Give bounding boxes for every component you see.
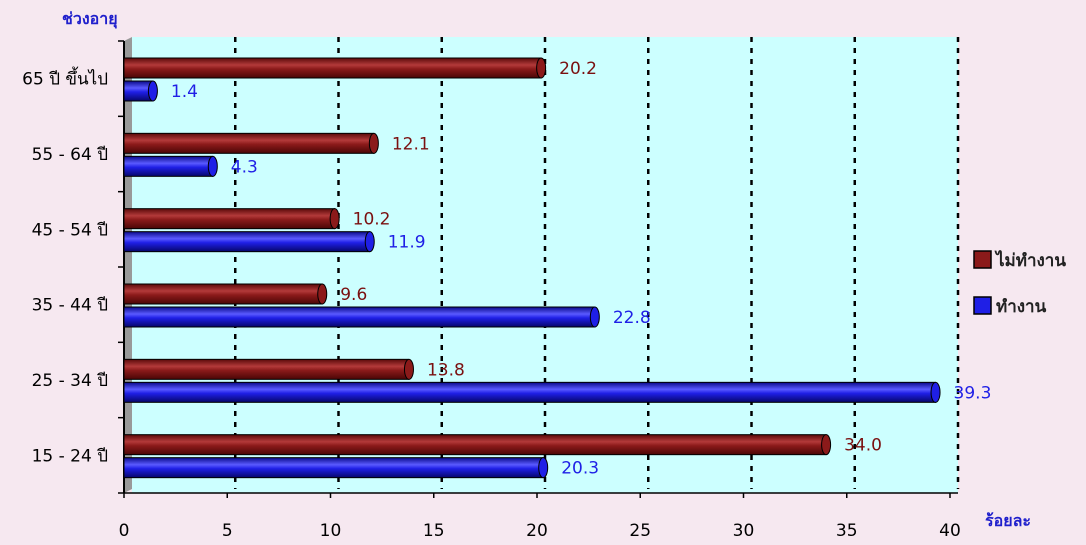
bar-cap bbox=[930, 381, 941, 403]
bar bbox=[123, 283, 323, 305]
bar bbox=[123, 132, 375, 154]
category-label: 55 - 64 ปี bbox=[32, 145, 108, 165]
bar bbox=[123, 57, 542, 79]
x-tick-label: 20 bbox=[526, 521, 548, 541]
value-label: 4.3 bbox=[231, 157, 258, 177]
value-label: 13.8 bbox=[427, 360, 465, 380]
legend-swatch-working bbox=[973, 296, 992, 315]
bar bbox=[123, 306, 596, 328]
bar-cap bbox=[207, 155, 218, 177]
bar bbox=[123, 358, 410, 380]
bar-cap bbox=[536, 57, 547, 79]
x-tick-labels: 0 5 10 15 20 25 30 35 40 bbox=[119, 493, 961, 541]
legend-swatch-not-working bbox=[973, 250, 992, 269]
value-label: 1.4 bbox=[171, 82, 198, 102]
bar-cap bbox=[368, 132, 379, 154]
legend: ไม่ทำงาน ทำงาน bbox=[973, 250, 1066, 317]
legend-label-working: ทำงาน bbox=[996, 297, 1047, 317]
value-label: 20.2 bbox=[559, 59, 597, 79]
y-axis-ticks bbox=[118, 40, 124, 494]
category-label: 15 - 24 ปี bbox=[32, 446, 108, 466]
gridlines bbox=[234, 37, 960, 489]
bars bbox=[123, 57, 941, 479]
x-tick-label: 5 bbox=[222, 521, 233, 541]
y-axis-title: ช่วงอายุ bbox=[62, 9, 118, 29]
bar-cap bbox=[403, 358, 414, 380]
bar bbox=[123, 434, 827, 456]
bar-cap bbox=[317, 283, 328, 305]
category-labels: 65 ปี ขึ้นไป 55 - 64 ปี 45 - 54 ปี 35 - 44 … bbox=[22, 67, 108, 467]
bar bbox=[123, 155, 214, 177]
value-label: 22.8 bbox=[613, 308, 651, 328]
bar-cap bbox=[538, 457, 549, 479]
bar bbox=[123, 457, 544, 479]
bar bbox=[123, 381, 937, 403]
x-tick-label: 10 bbox=[320, 521, 342, 541]
category-label: 35 - 44 ปี bbox=[32, 296, 108, 316]
x-tick-label: 35 bbox=[836, 521, 858, 541]
value-label: 12.1 bbox=[392, 134, 430, 154]
category-label: 25 - 34 ปี bbox=[32, 371, 108, 391]
bar-cap bbox=[147, 80, 158, 102]
legend-label-not-working: ไม่ทำงาน bbox=[994, 250, 1066, 271]
value-label: 9.6 bbox=[340, 285, 367, 305]
bar-cap bbox=[821, 434, 832, 456]
value-label: 39.3 bbox=[954, 383, 992, 403]
x-tick-label: 40 bbox=[939, 521, 961, 541]
x-tick-label: 15 bbox=[423, 521, 445, 541]
category-label: 45 - 54 ปี bbox=[32, 220, 108, 240]
category-label: 65 ปี ขึ้นไป bbox=[22, 67, 108, 90]
value-label: 10.2 bbox=[353, 210, 391, 230]
x-axis-title: ร้อยละ bbox=[985, 511, 1031, 530]
bar bbox=[123, 231, 371, 253]
bar-cap bbox=[364, 231, 375, 253]
value-labels: 20.2 1.4 12.1 4.3 10.2 11.9 9.6 22.8 13.8 39.3 34.… bbox=[171, 59, 991, 479]
x-tick-label: 25 bbox=[629, 521, 651, 541]
bar-cap bbox=[329, 208, 340, 230]
value-label: 34.0 bbox=[844, 436, 882, 456]
bar-cap bbox=[589, 306, 600, 328]
bar bbox=[123, 208, 336, 230]
axis-wall bbox=[124, 37, 132, 493]
value-label: 20.3 bbox=[561, 459, 599, 479]
x-tick-label: 0 bbox=[119, 521, 130, 541]
x-tick-label: 30 bbox=[733, 521, 755, 541]
value-label: 11.9 bbox=[388, 233, 426, 253]
plot-background bbox=[132, 37, 958, 493]
